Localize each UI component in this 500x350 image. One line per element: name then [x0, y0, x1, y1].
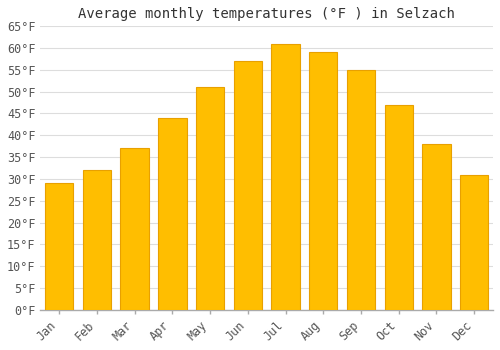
Bar — [384, 105, 413, 310]
Bar — [272, 44, 299, 310]
Bar — [309, 52, 338, 310]
Bar — [83, 170, 111, 310]
Bar — [347, 70, 375, 310]
Bar — [234, 61, 262, 310]
Bar — [158, 118, 186, 310]
Bar — [196, 88, 224, 310]
Title: Average monthly temperatures (°F ) in Selzach: Average monthly temperatures (°F ) in Se… — [78, 7, 455, 21]
Bar — [460, 175, 488, 310]
Bar — [120, 148, 149, 310]
Bar — [422, 144, 450, 310]
Bar — [45, 183, 74, 310]
